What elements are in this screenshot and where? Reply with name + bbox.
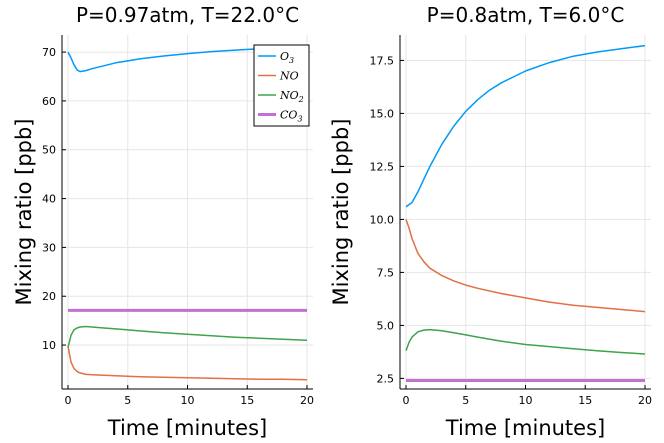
y-tick-label: 7.5 (377, 266, 395, 279)
x-tick-label: 0 (403, 394, 410, 407)
x-tick-label: 10 (181, 394, 195, 407)
right-plot-panel: P=0.8atm, T=6.0°C Time [minutes] Mixing … (329, 3, 652, 440)
legend: O3 NO NO2 CO3 (253, 44, 310, 127)
right-tick-labels: 0 5 10 15 20 2.5 5.0 7.5 10.0 12.5 15.0 17.5 (370, 54, 653, 407)
y-tick-label: 15.0 (370, 107, 395, 120)
series-line-no (67, 345, 308, 381)
series-line-o3 (67, 45, 308, 73)
y-tick-label: 50 (42, 144, 56, 157)
y-tick-label: 5.0 (377, 319, 395, 332)
legend-label-co3: CO3 (280, 109, 303, 124)
series-line-no2 (405, 328, 646, 355)
left-tick-labels: 0 5 10 15 20 10 20 30 40 50 60 70 (42, 46, 314, 407)
y-tick-label: 20 (42, 290, 56, 303)
legend-box (253, 44, 310, 127)
x-tick-label: 5 (462, 394, 469, 407)
y-tick-label: 17.5 (370, 54, 395, 67)
y-tick-label: 12.5 (370, 160, 395, 173)
right-y-axis-label: Mixing ratio [ppb] (329, 118, 353, 305)
x-tick-label: 15 (578, 394, 592, 407)
y-tick-label: 10.0 (370, 213, 395, 226)
y-tick-label: 2.5 (377, 372, 395, 385)
series-line-no2 (67, 325, 308, 348)
right-series-group (405, 44, 646, 382)
right-x-axis-label: Time [minutes] (445, 416, 605, 440)
y-tick-label: 40 (42, 193, 56, 206)
left-chart-title: P=0.97atm, T=22.0°C (76, 3, 299, 27)
series-line-o3 (405, 44, 646, 208)
legend-label-o3: O3 (280, 50, 294, 65)
series-line-no (405, 219, 646, 313)
x-tick-label: 10 (519, 394, 533, 407)
left-x-axis-label: Time [minutes] (107, 416, 267, 440)
y-tick-label: 70 (42, 46, 56, 59)
y-tick-label: 30 (42, 241, 56, 254)
x-tick-label: 15 (240, 394, 254, 407)
left-axes (61, 35, 313, 390)
left-plot-panel: P=0.97atm, T=22.0°C Time [minutes] Mixin… (12, 3, 314, 440)
x-tick-label: 20 (300, 394, 314, 407)
legend-label-no: NO (279, 70, 299, 83)
x-tick-label: 20 (638, 394, 652, 407)
right-chart-title: P=0.8atm, T=6.0°C (427, 3, 625, 27)
y-tick-label: 60 (42, 95, 56, 108)
y-tick-label: 10 (42, 339, 56, 352)
legend-label-no2: NO2 (279, 89, 304, 104)
left-y-axis-label: Mixing ratio [ppb] (12, 118, 36, 305)
left-gridlines (62, 35, 313, 389)
x-tick-label: 5 (124, 394, 131, 407)
left-series-group (67, 45, 308, 381)
right-gridlines (400, 35, 651, 389)
x-tick-label: 0 (65, 394, 72, 407)
right-axes (399, 35, 651, 390)
